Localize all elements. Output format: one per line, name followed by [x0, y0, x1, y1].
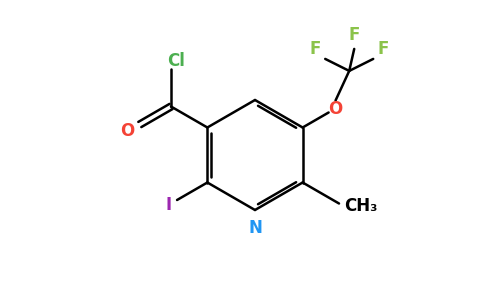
Text: O: O — [329, 100, 343, 118]
Text: N: N — [248, 219, 262, 237]
Text: I: I — [166, 196, 171, 214]
Text: F: F — [310, 40, 321, 58]
Text: O: O — [121, 122, 135, 140]
Text: CH₃: CH₃ — [344, 196, 378, 214]
Text: F: F — [348, 26, 360, 44]
Text: Cl: Cl — [167, 52, 185, 70]
Text: F: F — [378, 40, 389, 58]
